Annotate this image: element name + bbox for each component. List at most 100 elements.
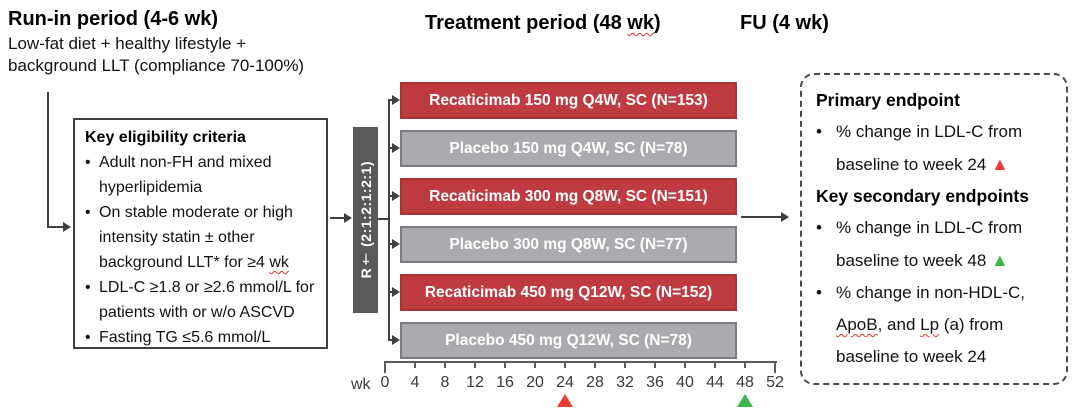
treatment-to-endpoints-line <box>741 216 782 218</box>
bullet-icon: • <box>85 154 91 171</box>
text-run: ) <box>653 12 661 34</box>
eligibility-bullet-3: • LDL-C ≥1.8 or ≥2.6 mmol/L for patients… <box>85 275 318 325</box>
text-run: LDL-C ≥1.8 or ≥2.6 mmol/L for patients w… <box>99 279 315 321</box>
endpoints-box: Primary endpoint • % change in LDL-C fro… <box>800 73 1068 385</box>
week-48-marker-triangle-icon <box>737 394 753 407</box>
branch-arrowhead-icon <box>392 95 400 105</box>
eligibility-to-randomization-line <box>330 217 345 219</box>
secondary-endpoint-bullet-2: • % change in non-HDL-C, ApoB, and Lp (a… <box>816 277 1054 373</box>
branch-arrowhead-icon <box>392 335 400 345</box>
week-axis-tick-label: 20 <box>526 374 544 391</box>
week-axis-tick <box>624 361 626 368</box>
run-in-connector-horizontal-line <box>47 226 64 228</box>
text-run: Adult non-FH and mixed hyperlipidemia <box>99 154 272 196</box>
branch-stub-line <box>388 291 394 293</box>
text-run: , and <box>877 315 921 334</box>
week-axis-tick-label: 8 <box>440 374 450 391</box>
text-run: (a) from baseline to week 24 <box>836 315 1004 366</box>
bullet-icon: • <box>816 122 822 141</box>
branch-stub-line <box>388 195 394 197</box>
week-axis-tick <box>744 361 746 368</box>
text-run: Treatment period (48 <box>425 12 628 34</box>
week-axis: 0 4 8 12 16 20 24 28 32 36 40 44 48 52 <box>381 361 784 411</box>
run-in-arrowhead-icon <box>63 222 71 232</box>
bullet-icon: • <box>816 218 822 237</box>
run-in-connector-vertical-line <box>47 92 49 228</box>
wavy-text: Lp <box>920 315 940 334</box>
eligibility-bullet-1: • Adult non-FH and mixed hyperlipidemia <box>85 150 318 200</box>
treatment-to-endpoints-arrowhead-icon <box>781 212 789 222</box>
week-axis-tick-label: 36 <box>646 374 664 391</box>
arm-bar-recaticimab-450: Recaticimab 450 mg Q12W, SC (N=152) <box>400 274 737 311</box>
branch-stub-line <box>388 147 394 149</box>
week-axis-tick <box>684 361 686 368</box>
branch-stub-line <box>388 99 394 101</box>
week-axis-tick <box>714 361 716 368</box>
arm-bar-placebo-300: Placebo 300 mg Q8W, SC (N=77) <box>400 226 737 263</box>
text-run: % change in LDL-C from baseline to week … <box>836 122 1023 174</box>
bullet-icon: • <box>85 329 91 346</box>
secondary-endpoints-title: Key secondary endpoints <box>816 186 1029 206</box>
run-in-subtitle-line2: background LLT (compliance 70-100%) <box>8 56 305 75</box>
text-run: On stable moderate or high intensity sta… <box>99 204 293 271</box>
week-axis-tick-label: 40 <box>676 374 694 391</box>
branch-arrowhead-icon <box>392 239 400 249</box>
tri-green-text: ▲ <box>991 250 1009 270</box>
week-axis-tick-label: 52 <box>766 374 784 391</box>
week-axis-tick-label: 0 <box>380 374 390 391</box>
week-axis-tick <box>774 361 776 373</box>
branch-arrowhead-icon <box>392 287 400 297</box>
branch-arrowhead-icon <box>392 143 400 153</box>
week-axis-tick <box>534 361 536 368</box>
run-in-subtitle-line1: Low-fat diet + healthy lifestyle + <box>8 34 247 53</box>
week-axis-tick <box>654 361 656 368</box>
week-axis-tick <box>504 361 506 368</box>
wavy-text: wk <box>269 254 289 271</box>
arm-bar-placebo-450: Placebo 450 mg Q12W, SC (N=78) <box>400 322 737 359</box>
secondary-endpoint-bullet-1: • % change in LDL-C from baseline to wee… <box>816 212 1054 277</box>
treatment-period-title: Treatment period (48 wk) <box>425 12 661 35</box>
randomization-ratio-label: R† (2:1:2:1:2:1) <box>357 161 374 279</box>
eligibility-title: Key eligibility criteria <box>85 129 246 146</box>
text-run: % change in non-HDL-C, <box>836 283 1025 302</box>
week-axis-tick-label: 16 <box>496 374 514 391</box>
week-axis-tick <box>444 361 446 368</box>
arm-bar-recaticimab-300: Recaticimab 300 mg Q8W, SC (N=151) <box>400 178 737 215</box>
follow-up-title: FU (4 wk) <box>740 12 829 34</box>
text-run: Fasting TG ≤5.6 mmol/L <box>99 329 271 346</box>
eligibility-to-randomization-arrowhead-icon <box>344 213 352 223</box>
eligibility-bullet-4: • Fasting TG ≤5.6 mmol/L <box>85 325 318 350</box>
week-axis-tick <box>414 361 416 368</box>
week-axis-unit-label: wk <box>351 376 371 393</box>
week-axis-tick-label: 44 <box>706 374 724 391</box>
week-axis-tick-label: 4 <box>410 374 420 391</box>
randomization-bar: R† (2:1:2:1:2:1) <box>353 127 378 313</box>
week-axis-tick <box>594 361 596 368</box>
arm-bar-recaticimab-150: Recaticimab 150 mg Q4W, SC (N=153) <box>400 82 737 119</box>
text-run: % change in LDL-C from baseline to week … <box>836 218 1023 270</box>
primary-endpoint-bullet: • % change in LDL-C from baseline to wee… <box>816 116 1054 181</box>
week-axis-tick-label: 28 <box>586 374 604 391</box>
bullet-icon: • <box>85 204 91 221</box>
branch-stub-line <box>388 339 394 341</box>
week-axis-tick-label: 48 <box>736 374 754 391</box>
week-axis-tick-label: 12 <box>466 374 484 391</box>
branch-arrowhead-icon <box>392 191 400 201</box>
branch-spine-line <box>388 99 390 341</box>
week-axis-line <box>385 361 777 363</box>
week-axis-tick <box>474 361 476 368</box>
tri-red-text: ▲ <box>991 154 1009 174</box>
week-axis-tick <box>384 361 386 373</box>
week-axis-tick-label: 24 <box>556 374 574 391</box>
arm-bar-placebo-150: Placebo 150 mg Q4W, SC (N=78) <box>400 130 737 167</box>
run-in-period-title: Run-in period (4-6 wk) <box>8 8 218 30</box>
eligibility-criteria-box: Key eligibility criteria • Adult non-FH … <box>73 118 328 349</box>
week-24-marker-triangle-icon <box>557 394 573 407</box>
bullet-icon: • <box>85 279 91 296</box>
bullet-icon: • <box>816 283 822 302</box>
primary-endpoint-title: Primary endpoint <box>816 90 960 110</box>
week-axis-tick-label: 32 <box>616 374 634 391</box>
wavy-text: wk <box>627 12 654 34</box>
week-axis-tick <box>564 361 566 368</box>
